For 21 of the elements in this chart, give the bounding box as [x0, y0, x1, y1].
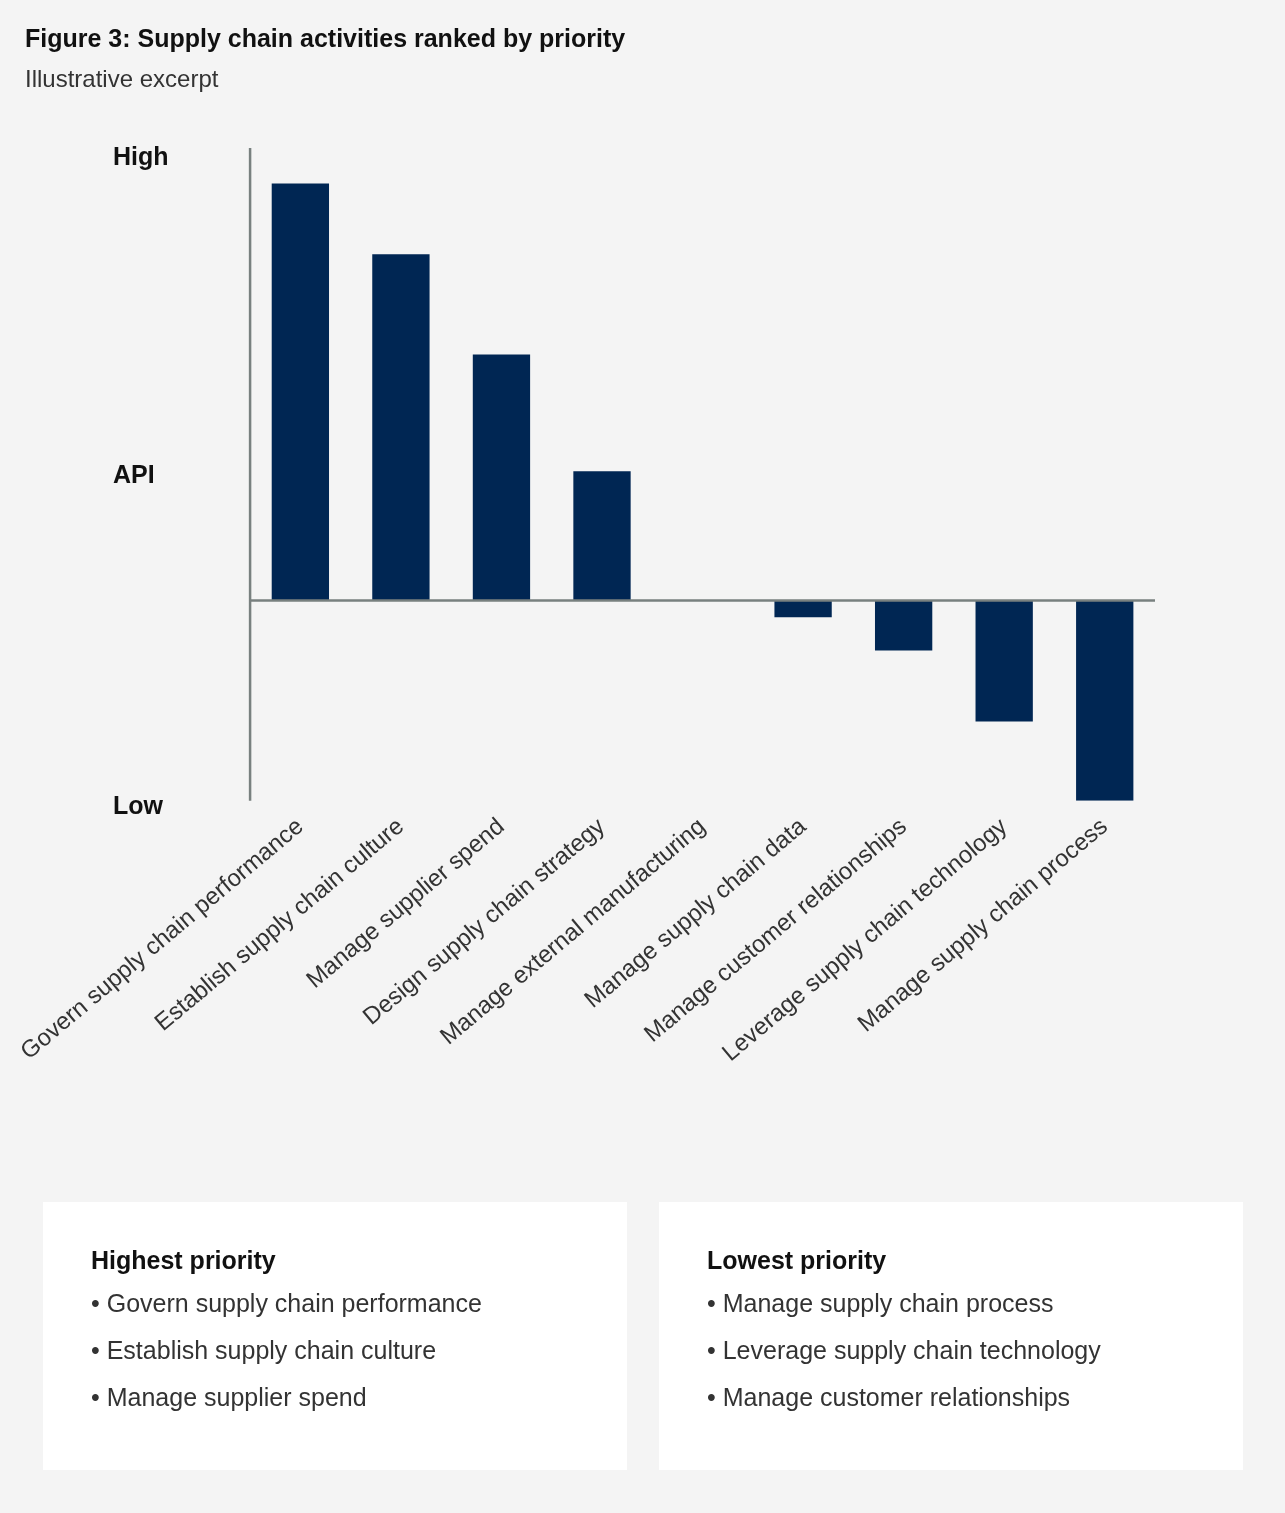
text: • Establish supply chain culture — [91, 1336, 438, 1365]
text: • Govern supply chain performance — [91, 1289, 483, 1318]
chart-subtitle: Illustrative excerpt — [25, 65, 219, 93]
bar — [975, 600, 1033, 722]
text: • Manage supply chain process — [707, 1289, 1055, 1318]
text: • Manage customer relationships — [707, 1383, 1072, 1412]
text: • Manage supplier spend — [91, 1383, 368, 1412]
text: High — [113, 141, 169, 171]
bar — [573, 471, 631, 601]
bar — [472, 354, 531, 601]
bar — [1076, 600, 1134, 801]
bar — [372, 254, 430, 601]
bar — [774, 600, 832, 618]
text: • Leverage supply chain technology — [707, 1336, 1102, 1365]
text: Lowest priority — [707, 1246, 888, 1275]
bar — [271, 183, 330, 601]
chart-title: Figure 3: Supply chain activities ranked by priority — [25, 24, 626, 53]
bar — [874, 600, 933, 651]
text: Low — [113, 790, 163, 820]
text: Highest priority — [91, 1246, 277, 1275]
text: API — [113, 459, 155, 489]
